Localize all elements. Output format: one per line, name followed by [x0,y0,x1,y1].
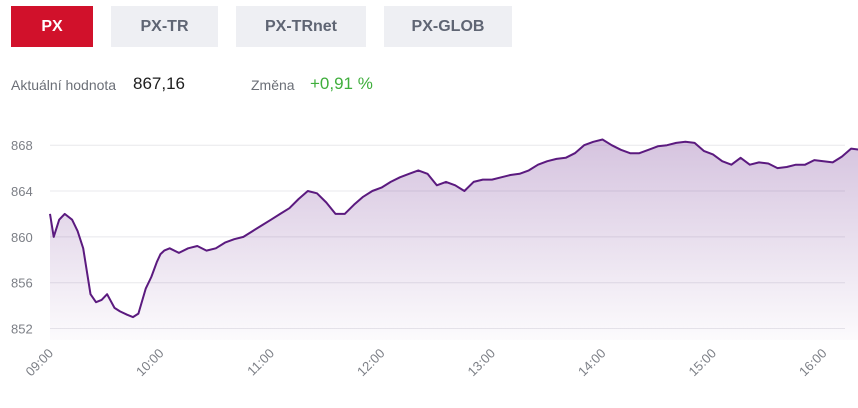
y-tick-label: 864 [11,184,33,199]
tab-px-glob[interactable]: PX-GLOB [384,6,512,47]
y-axis-ticks: 852 856 860 864 868 [11,138,33,336]
x-tick-label: 14:00 [575,346,609,380]
y-tick-label: 852 [11,322,33,337]
current-value-label: Aktuální hodnota [11,77,117,93]
change-value: +0,91 % [310,74,373,93]
y-tick-label: 868 [11,138,33,153]
current-value: 867,16 [133,74,185,93]
change-label: Změna [251,77,295,93]
x-tick-label: 16:00 [796,346,830,380]
x-tick-label: 10:00 [133,346,167,380]
x-tick-label: 13:00 [465,346,499,380]
line-layer [49,138,858,319]
y-tick-label: 856 [11,276,33,291]
series-area [50,139,858,340]
x-tick-label: 09:00 [23,346,57,380]
tab-px-tr[interactable]: PX-TR [111,6,218,47]
x-tick-label: 15:00 [686,346,720,380]
x-axis-ticks: 09:00 10:00 11:00 12:00 13:00 14:00 15:00 16:00 [23,346,830,380]
x-tick-label: 11:00 [244,346,277,379]
tab-px-trnet[interactable]: PX-TRnet [236,6,366,47]
tab-px[interactable]: PX [11,6,93,47]
y-tick-label: 860 [11,230,33,245]
area-layer [50,139,858,340]
series-line [49,138,858,319]
x-tick-label: 12:00 [354,346,388,380]
